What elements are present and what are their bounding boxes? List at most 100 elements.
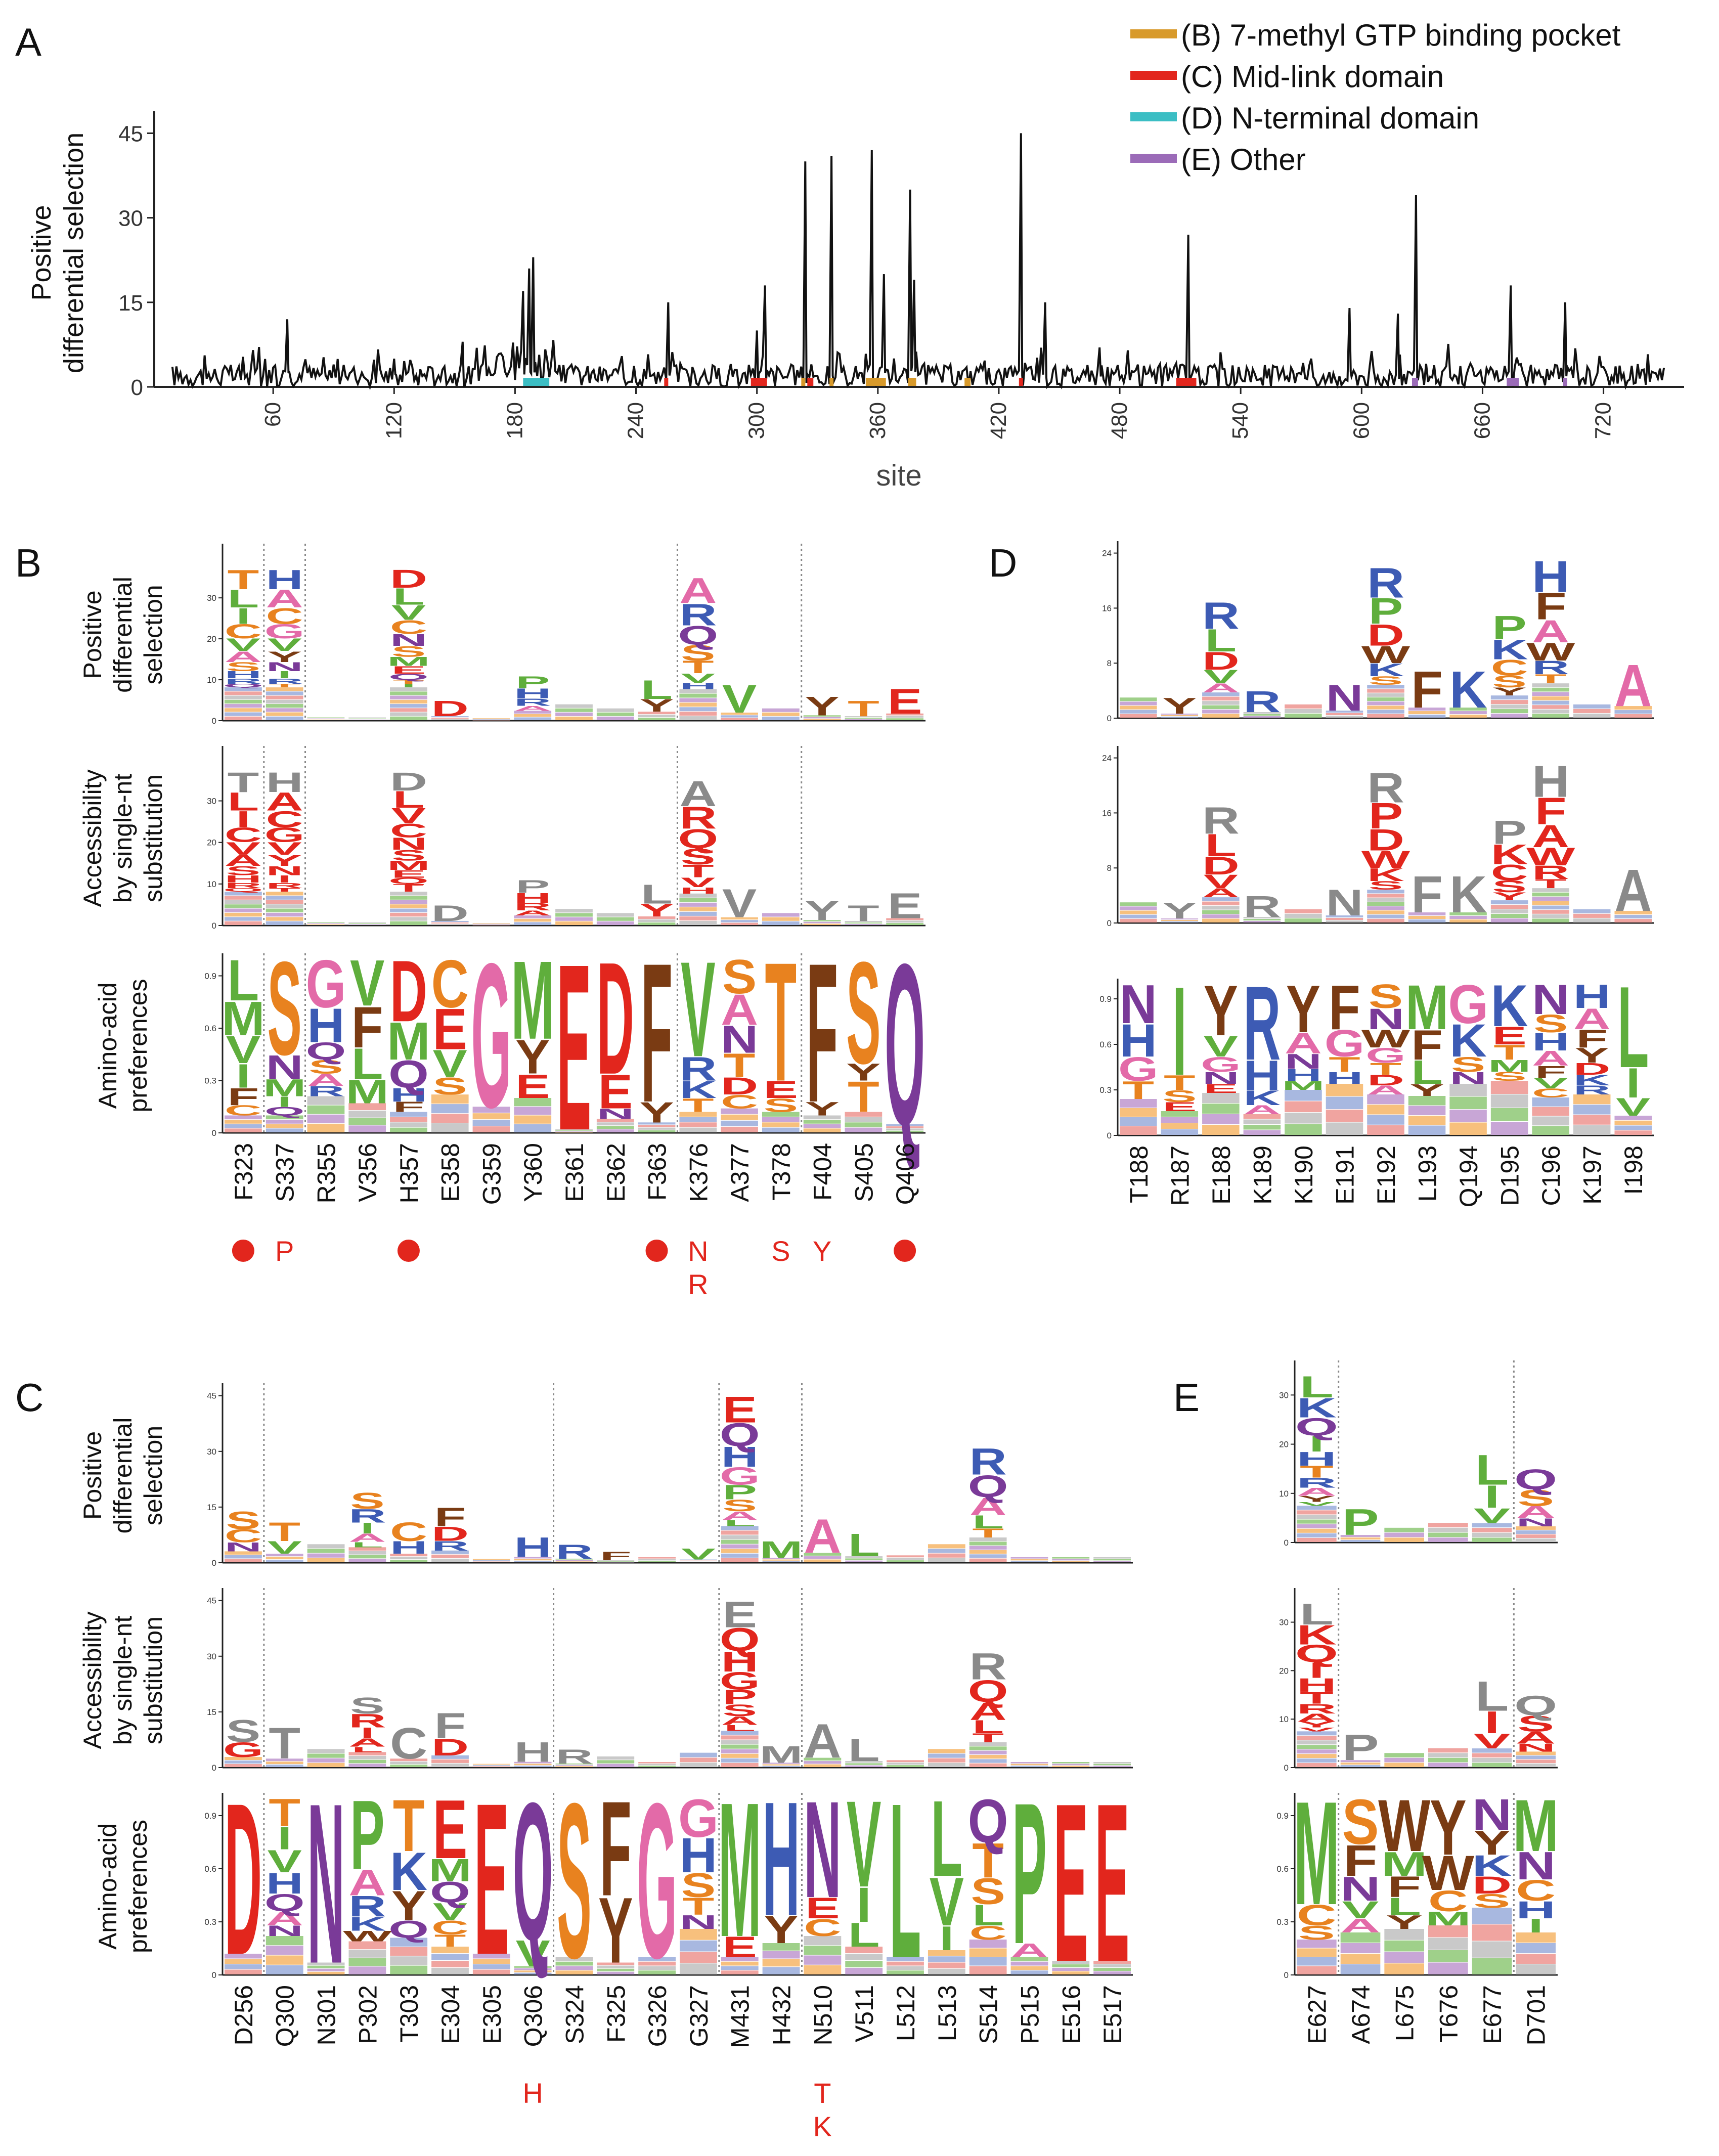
panel-a-line-chart: 0 15 30 45 60 120 180 240 300 360 420 480 540 600 660 7… [26, 18, 1684, 492]
region-bar [908, 378, 916, 386]
logo-filler-mark [1297, 1731, 1337, 1736]
logo-filler-mark [803, 1120, 841, 1124]
logo-letter: V [1204, 1030, 1238, 1063]
logo-letter: E [433, 997, 467, 1062]
logo-letter: V [722, 881, 757, 926]
logo-filler-mark [596, 1126, 634, 1129]
logo-letter: L [1300, 1370, 1334, 1404]
logo-letter: L [848, 1916, 880, 1954]
logo-filler-mark [638, 1559, 676, 1561]
logo-filler-mark [390, 716, 427, 720]
logo-filler-mark [431, 1954, 469, 1960]
logo-letter: R [1244, 890, 1281, 923]
logo-letter: A [1285, 1027, 1322, 1060]
legend-label: (B) 7-methyl GTP binding pocket [1181, 18, 1621, 52]
logo-filler-mark [1472, 1763, 1512, 1767]
logo-y-tick-label: 0 [212, 1128, 216, 1138]
logo-filler-mark [679, 698, 717, 702]
logo-letter: C [225, 1103, 262, 1119]
logo-letter: L [1411, 1053, 1442, 1091]
mutation-label-line: Y [813, 1235, 831, 1267]
logo-filler-mark [1297, 1519, 1337, 1524]
logo-filler-mark [1367, 890, 1404, 894]
logo-filler-mark [225, 1124, 262, 1128]
logo-filler-mark [1202, 901, 1240, 906]
logo-filler-mark [1428, 1925, 1468, 1938]
logo-letter: C [969, 1922, 1007, 1944]
logo-letter: T [724, 1047, 756, 1084]
logo-filler-mark [1052, 1968, 1090, 1971]
logo-filler-mark [307, 1763, 345, 1767]
logo-letter: S [971, 1871, 1005, 1912]
logo-letter: T [1535, 672, 1566, 686]
logo-letter: A [348, 1736, 386, 1749]
logo-letter: L [228, 788, 259, 816]
logo-filler-mark [1614, 1130, 1652, 1135]
logo-filler-mark [680, 1752, 717, 1757]
logo-letter: F [641, 921, 673, 1143]
logo-filler-mark [348, 1958, 386, 1966]
logo-filler-mark [762, 1764, 800, 1766]
logo-filler-mark [1297, 1533, 1337, 1537]
logo-letter: C [390, 1719, 427, 1768]
logo-filler-mark [762, 1112, 800, 1117]
logo-letter: Y [1492, 685, 1527, 698]
logo-letter: H [1120, 1015, 1157, 1067]
site-label: E361 [560, 1143, 589, 1202]
logo-letter: S [557, 1757, 591, 2005]
logo-filler-mark [762, 716, 800, 720]
logo-filler-mark [1428, 1938, 1468, 1950]
logo-letter: C [390, 1517, 427, 1547]
logo-filler-mark [1367, 689, 1404, 693]
logo-letter: K [1491, 634, 1528, 665]
logo-filler-mark [969, 1746, 1007, 1750]
logo-letter: Y [598, 1878, 633, 1983]
logo-filler-mark [721, 1961, 759, 1966]
logo-letter: A [1516, 1503, 1556, 1522]
logo-letter: E [474, 1757, 509, 2000]
logo-letter: M [511, 938, 554, 1063]
logo-filler-mark [307, 1553, 345, 1558]
logo-filler-mark [390, 1938, 428, 1947]
logo-filler-mark [1472, 1908, 1512, 1924]
site-label: R187 [1166, 1146, 1194, 1206]
logo-letter: L [972, 1512, 1004, 1532]
site-label: L193 [1414, 1146, 1442, 1202]
logo-letter: F [1535, 790, 1566, 833]
logo-letter: S [1474, 1890, 1511, 1912]
logo-letter: S [681, 640, 715, 665]
x-tick-label: 600 [1349, 402, 1374, 439]
logo-letter: W [1361, 1025, 1411, 1053]
legend-swatch [1130, 71, 1177, 80]
logo-letter: N [266, 1048, 303, 1086]
logo-filler-mark [390, 1117, 427, 1122]
logo-letter: C [1532, 1086, 1569, 1100]
logo-filler-mark [1516, 1534, 1556, 1538]
logo-filler-mark [348, 923, 386, 924]
logo-row-label-line: Positive [78, 1431, 107, 1520]
logo-letter: R [307, 1083, 344, 1099]
logo-filler-mark [225, 716, 262, 720]
logo-letter: H [1285, 1066, 1322, 1084]
logo-letter: N [307, 1756, 345, 2011]
site-label: C196 [1537, 1146, 1565, 1206]
logo-filler-mark [1202, 692, 1240, 696]
logo-filler-mark [1490, 918, 1528, 922]
logo-filler-mark [307, 1971, 345, 1974]
logo-filler-mark [1384, 1940, 1424, 1952]
logo-filler-mark [721, 1530, 759, 1535]
logo-letter: T [1329, 1052, 1360, 1076]
logo-filler-mark [1340, 1765, 1381, 1767]
logo-filler-mark [1285, 1090, 1322, 1101]
logo-letter: M [222, 992, 265, 1046]
logo-filler-mark [1614, 706, 1652, 710]
logo-filler-mark [307, 923, 345, 924]
logo-filler-mark [1490, 1094, 1528, 1108]
logo-letter: Y [1474, 1824, 1511, 1862]
site-label: E627 [1303, 1985, 1331, 2044]
logo-filler-mark [1297, 1524, 1337, 1528]
logo-filler-mark [514, 717, 552, 720]
logo-row-label-line: differential [109, 1418, 137, 1534]
logo-filler-mark [1161, 715, 1199, 717]
logo-letter: F [434, 1705, 466, 1746]
